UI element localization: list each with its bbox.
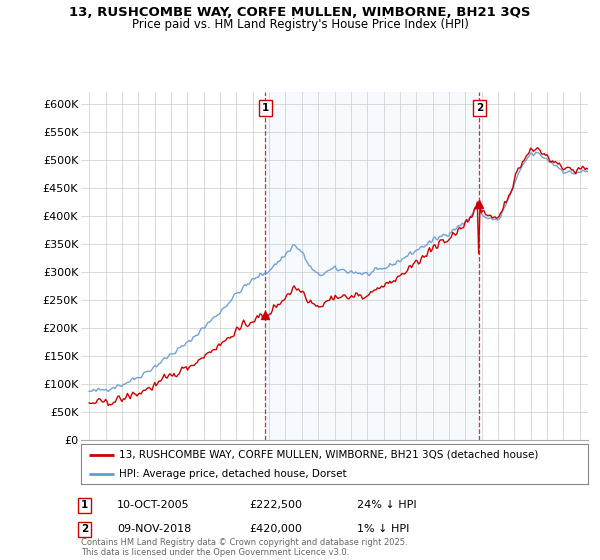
Text: 2: 2 [476,103,483,113]
Text: 09-NOV-2018: 09-NOV-2018 [117,524,191,534]
Text: 13, RUSHCOMBE WAY, CORFE MULLEN, WIMBORNE, BH21 3QS: 13, RUSHCOMBE WAY, CORFE MULLEN, WIMBORN… [69,6,531,18]
Text: £222,500: £222,500 [249,500,302,510]
Text: 10-OCT-2005: 10-OCT-2005 [117,500,190,510]
Text: 13, RUSHCOMBE WAY, CORFE MULLEN, WIMBORNE, BH21 3QS (detached house): 13, RUSHCOMBE WAY, CORFE MULLEN, WIMBORN… [119,450,538,460]
Text: 1: 1 [81,500,88,510]
Text: 24% ↓ HPI: 24% ↓ HPI [357,500,416,510]
Text: 1: 1 [262,103,269,113]
Text: 1% ↓ HPI: 1% ↓ HPI [357,524,409,534]
Bar [265,92,479,440]
Text: HPI: Average price, detached house, Dorset: HPI: Average price, detached house, Dors… [119,469,347,479]
Text: Price paid vs. HM Land Registry's House Price Index (HPI): Price paid vs. HM Land Registry's House … [131,18,469,31]
Text: Contains HM Land Registry data © Crown copyright and database right 2025.
This d: Contains HM Land Registry data © Crown c… [81,538,407,557]
Text: £420,000: £420,000 [249,524,302,534]
Text: 2: 2 [81,524,88,534]
